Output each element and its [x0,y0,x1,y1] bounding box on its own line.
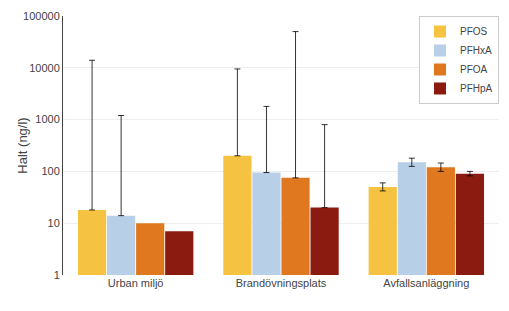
svg-text:100: 100 [41,165,59,177]
svg-text:100000: 100000 [23,10,60,22]
svg-text:PFHpA: PFHpA [460,83,493,94]
svg-text:Urban miljö: Urban miljö [108,277,164,289]
svg-text:PFHxA: PFHxA [460,45,492,56]
svg-text:Halt (ng/l): Halt (ng/l) [15,117,30,173]
svg-text:Avfallsanläggning: Avfallsanläggning [383,277,469,289]
svg-text:PFOA: PFOA [460,64,488,75]
svg-text:10: 10 [48,217,60,229]
svg-text:Brandövningsplats: Brandövningsplats [236,277,327,289]
svg-text:1000: 1000 [35,113,59,125]
svg-text:1: 1 [54,269,60,281]
svg-text:10000: 10000 [29,62,60,74]
svg-text:PFOS: PFOS [460,26,488,37]
